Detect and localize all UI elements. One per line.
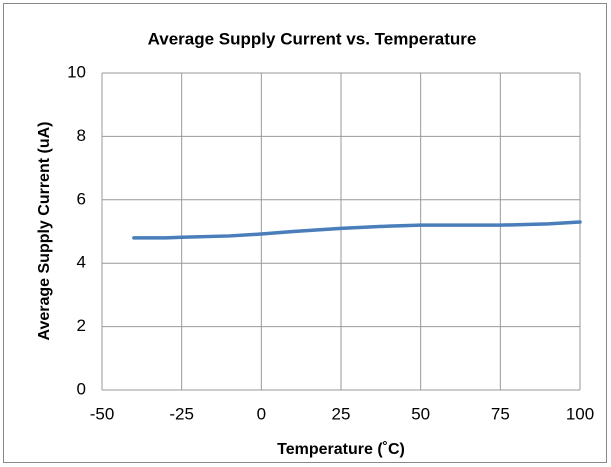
x-tick-label: 0 xyxy=(257,404,266,423)
y-tick-label: 0 xyxy=(77,379,86,398)
y-tick-label: 2 xyxy=(77,316,86,335)
x-tick-label: -25 xyxy=(169,404,194,423)
y-tick-label: 8 xyxy=(77,126,86,145)
chart-frame xyxy=(3,3,607,463)
y-tick-label: 6 xyxy=(77,189,86,208)
x-tick-label: 75 xyxy=(491,404,510,423)
x-tick-label: -50 xyxy=(90,404,115,423)
y-tick-label: 10 xyxy=(67,62,86,81)
x-tick-label: 100 xyxy=(566,404,594,423)
x-tick-label: 25 xyxy=(332,404,351,423)
chart-title: Average Supply Current vs. Temperature xyxy=(148,29,477,48)
x-tick-label: 50 xyxy=(411,404,430,423)
data-line xyxy=(132,220,582,240)
y-tick-label: 4 xyxy=(77,253,86,272)
x-axis-label: Temperature (˚C) xyxy=(277,441,405,458)
y-axis-label: Average Supply Current (uA) xyxy=(36,122,53,341)
